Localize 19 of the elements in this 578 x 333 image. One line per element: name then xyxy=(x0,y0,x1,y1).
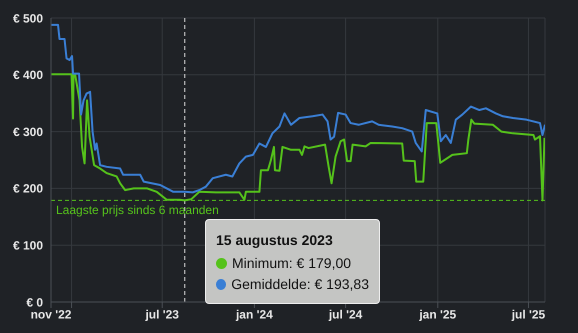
annotation: Gemiddelde: € 193,83 xyxy=(231,275,369,294)
y-tick-label: € 300 xyxy=(12,124,44,139)
line-series xyxy=(51,24,545,194)
y-tick-label: € 100 xyxy=(12,238,44,252)
annotation: 15 augustus 2023 xyxy=(216,231,333,250)
annotation: Minimum: € 179,00 xyxy=(232,254,352,273)
y-tick-label: € 200 xyxy=(12,182,44,196)
tooltip-panel: 15 augustus 2023 Minimum: € 179,00 Gemiddelde: € 193,83 xyxy=(205,219,380,304)
x-tick-label: jan '24 xyxy=(234,308,274,322)
y-tick-label: € 400 xyxy=(12,68,44,82)
x-tick-label: jul '24 xyxy=(328,308,363,322)
x-tick-label: jul '25 xyxy=(510,308,546,322)
line-series xyxy=(51,73,545,202)
x-tick-label: jan '25 xyxy=(418,308,457,322)
y-tick-label: € 0 xyxy=(26,295,44,310)
ref-line-label: Laagste prijs sinds 6 maanden xyxy=(56,202,219,217)
x-tick-label: nov '22 xyxy=(30,308,72,322)
y-tick-label: € 500 xyxy=(12,11,44,26)
x-tick-label: jul '23 xyxy=(144,308,180,322)
